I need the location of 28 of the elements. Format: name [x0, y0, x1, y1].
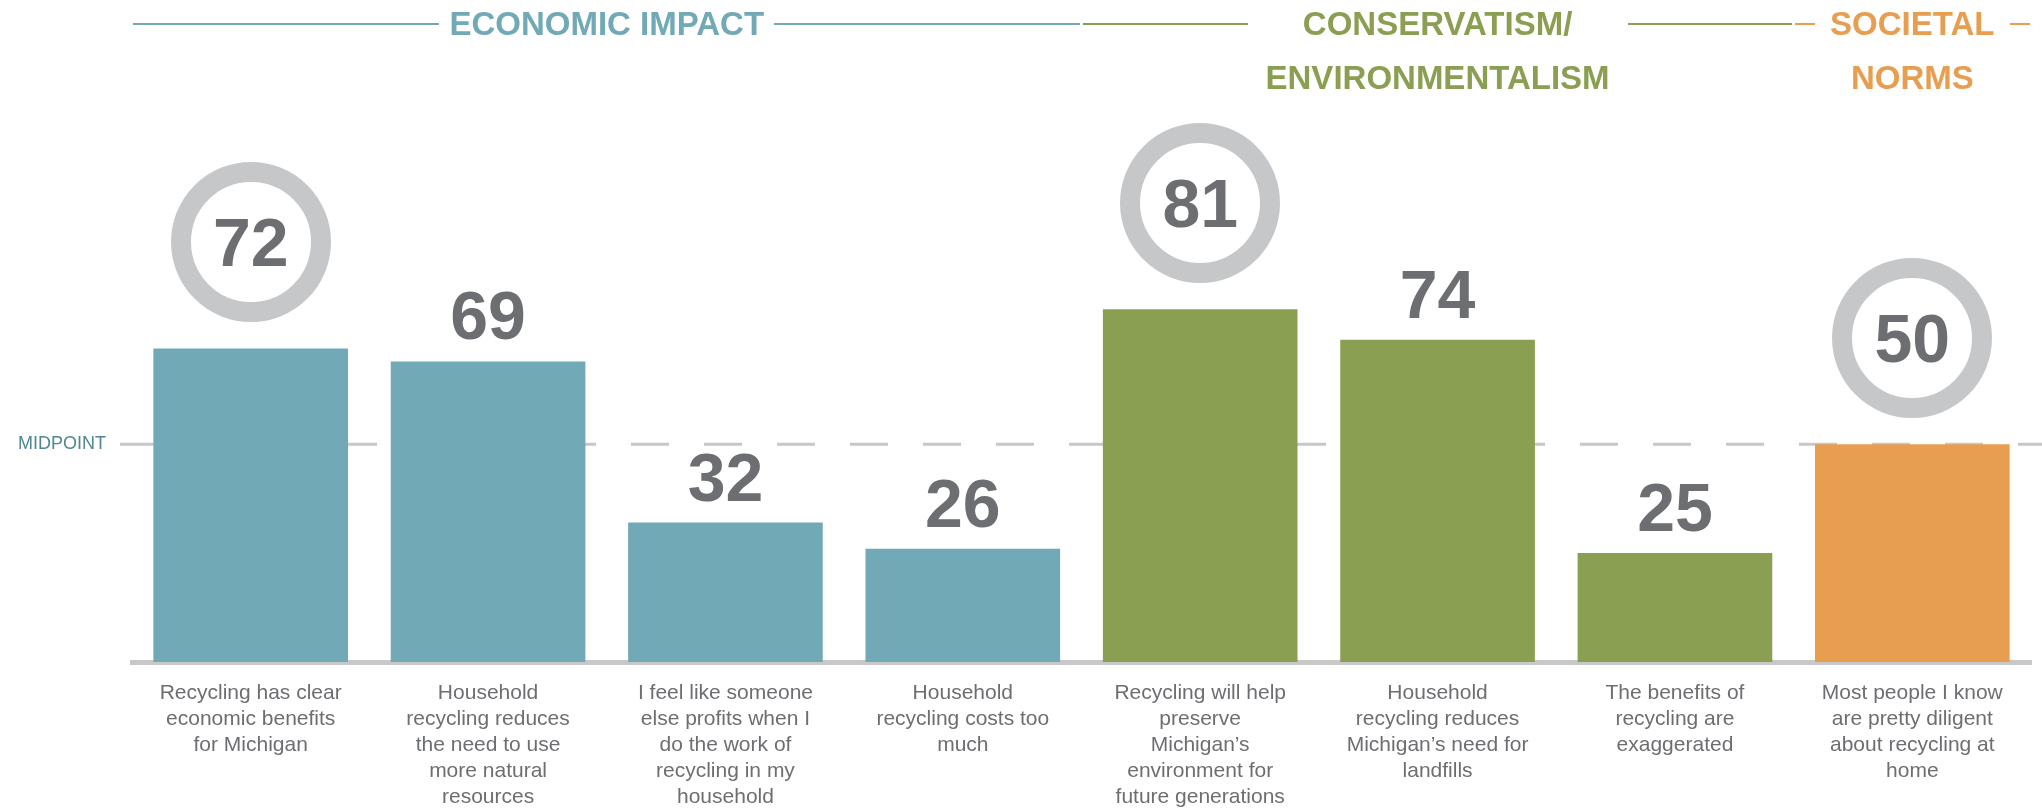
- data-label: 72: [212, 204, 289, 281]
- bar: [865, 548, 1061, 662]
- data-label: 81: [1162, 165, 1239, 242]
- ref-line-label: MIDPOINT: [18, 433, 106, 454]
- bar: [628, 522, 823, 662]
- bar: [390, 361, 586, 662]
- x-tick-label: Recycling has clear economic benefits for Michigan: [159, 679, 342, 755]
- x-tick-label: The benefits of recycling are exaggerated: [1605, 679, 1745, 755]
- bar: [153, 348, 349, 662]
- data-label: 74: [1399, 255, 1476, 332]
- data-label: 26: [924, 464, 1001, 541]
- x-tick-label: Most people I know are pretty diligent about recycling at home: [1821, 679, 2004, 781]
- x-tick-label: I feel like someone else profits when I do the work of recycling in my household: [637, 679, 813, 807]
- x-tick-label: Household recycling costs too much: [876, 679, 1050, 755]
- legend-label: CONSERVATISM/ ENVIRONMENTALISM: [1264, 4, 1611, 98]
- bar: [1814, 444, 2010, 662]
- data-label: 69: [450, 277, 526, 354]
- legend-label: SOCIETAL NORMS: [1829, 4, 1996, 98]
- x-tick-label: Household recycling reduces Michigan’s need for landfills: [1346, 679, 1529, 781]
- x-tick-label: Recycling will help preserve Michigan’s environment for future generations: [1114, 679, 1286, 807]
- bar: [1577, 553, 1773, 662]
- data-label: 25: [1637, 469, 1713, 546]
- data-label: 32: [687, 438, 764, 515]
- bar: [1340, 339, 1535, 662]
- x-tick-label: Household recycling reduces the need to use more natural resources: [406, 679, 570, 807]
- text: ECONOMIC IMPACT: [448, 4, 766, 44]
- bar: [1102, 309, 1298, 662]
- data-label: 50: [1874, 300, 1951, 377]
